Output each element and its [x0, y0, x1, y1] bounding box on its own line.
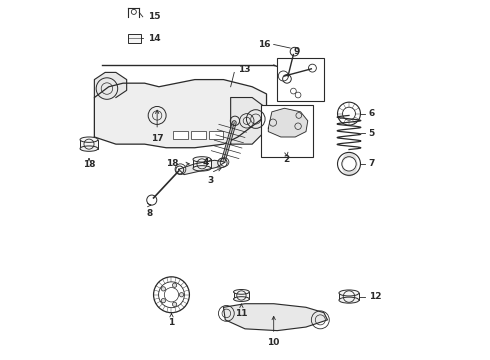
Text: 8: 8 — [147, 209, 153, 218]
Bar — [191, 131, 205, 139]
Polygon shape — [179, 160, 225, 175]
Bar — [277, 58, 324, 101]
Text: 12: 12 — [368, 292, 381, 301]
Ellipse shape — [339, 297, 359, 303]
Polygon shape — [95, 72, 126, 98]
Text: 5: 5 — [368, 129, 375, 138]
Circle shape — [172, 283, 177, 287]
Circle shape — [172, 302, 177, 306]
Circle shape — [161, 298, 166, 303]
Bar — [209, 131, 223, 139]
Text: 10: 10 — [268, 338, 280, 347]
Bar — [339, 293, 359, 300]
Ellipse shape — [234, 289, 249, 294]
Bar — [173, 131, 188, 139]
Text: 7: 7 — [368, 159, 375, 168]
Text: 14: 14 — [148, 34, 161, 43]
Text: 13: 13 — [238, 65, 250, 74]
Ellipse shape — [234, 297, 249, 301]
Bar — [193, 159, 211, 168]
Circle shape — [161, 287, 166, 291]
Text: 6: 6 — [368, 109, 375, 118]
Polygon shape — [231, 98, 267, 144]
Text: 1: 1 — [169, 318, 174, 327]
Ellipse shape — [339, 290, 359, 296]
Text: 15: 15 — [148, 12, 161, 21]
Text: 11: 11 — [235, 309, 247, 318]
Text: 18: 18 — [83, 160, 95, 169]
Bar — [261, 105, 313, 157]
Text: 16: 16 — [258, 40, 270, 49]
Polygon shape — [223, 304, 327, 330]
Text: 17: 17 — [151, 134, 164, 143]
Bar — [80, 140, 98, 149]
Ellipse shape — [193, 157, 211, 162]
Ellipse shape — [80, 137, 98, 142]
Polygon shape — [95, 80, 267, 148]
Circle shape — [179, 293, 184, 297]
Polygon shape — [269, 108, 308, 137]
Text: 18: 18 — [166, 159, 179, 168]
Text: 4: 4 — [203, 158, 209, 167]
Ellipse shape — [80, 146, 98, 151]
Text: 9: 9 — [294, 47, 300, 56]
Bar — [128, 34, 141, 43]
Text: 2: 2 — [283, 155, 290, 164]
Text: 3: 3 — [208, 176, 214, 185]
Ellipse shape — [193, 166, 211, 171]
Bar — [234, 292, 249, 299]
